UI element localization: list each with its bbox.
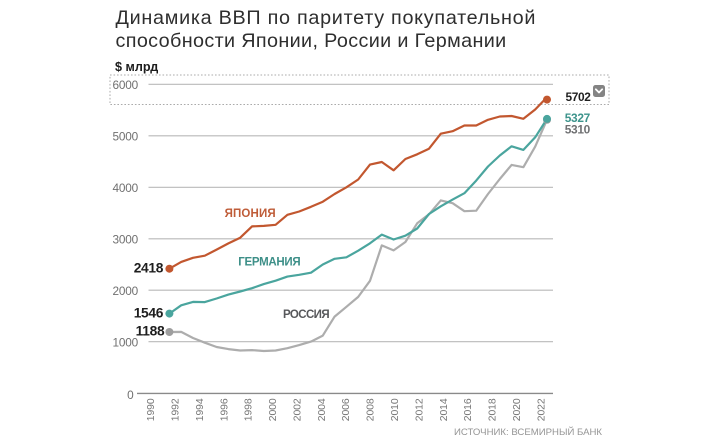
svg-text:2000: 2000 <box>113 284 139 298</box>
svg-text:3000: 3000 <box>113 233 139 247</box>
svg-text:РОССИЯ: РОССИЯ <box>283 309 329 321</box>
svg-text:5702: 5702 <box>566 90 592 104</box>
svg-text:5000: 5000 <box>113 130 139 144</box>
svg-text:0: 0 <box>127 388 134 402</box>
svg-text:2006: 2006 <box>341 398 352 421</box>
svg-text:2014: 2014 <box>439 398 450 421</box>
svg-text:2008: 2008 <box>366 398 377 421</box>
svg-text:2016: 2016 <box>463 398 474 421</box>
svg-text:6000: 6000 <box>113 78 139 92</box>
svg-text:2018: 2018 <box>488 398 499 421</box>
svg-text:5310: 5310 <box>565 123 591 137</box>
svg-text:2000: 2000 <box>268 398 279 421</box>
svg-text:5327: 5327 <box>565 111 591 125</box>
svg-text:1546: 1546 <box>134 306 164 321</box>
svg-text:2004: 2004 <box>317 398 328 421</box>
svg-text:2012: 2012 <box>414 398 425 421</box>
svg-text:1000: 1000 <box>113 335 139 349</box>
svg-text:1188: 1188 <box>136 324 165 339</box>
svg-text:1996: 1996 <box>219 398 230 421</box>
svg-text:4000: 4000 <box>113 181 139 195</box>
svg-text:ГЕРМАНИЯ: ГЕРМАНИЯ <box>238 256 300 268</box>
svg-text:2002: 2002 <box>293 398 304 421</box>
svg-text:ЯПОНИЯ: ЯПОНИЯ <box>225 208 276 220</box>
svg-text:2418: 2418 <box>134 261 164 276</box>
svg-text:1990: 1990 <box>146 398 157 421</box>
svg-text:2020: 2020 <box>512 398 523 421</box>
svg-text:1992: 1992 <box>171 398 182 421</box>
svg-text:2022: 2022 <box>536 398 547 421</box>
svg-text:1998: 1998 <box>244 398 255 421</box>
svg-text:2010: 2010 <box>390 398 401 421</box>
svg-text:1994: 1994 <box>195 398 206 421</box>
